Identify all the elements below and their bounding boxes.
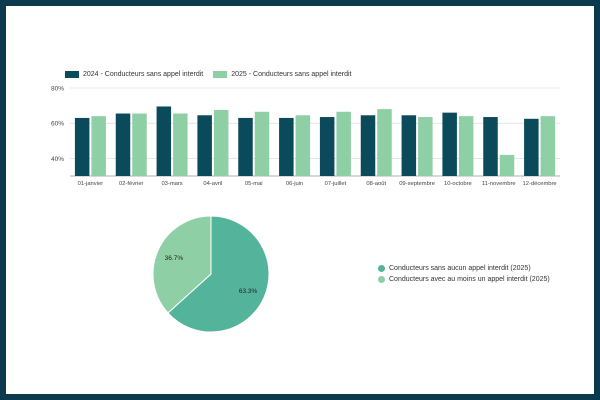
legend-label-2025: 2025 - Conducteurs sans appel interdit <box>231 71 352 78</box>
bar-2024-6 <box>279 117 294 176</box>
x-tick-label-1: 01-janvier <box>78 181 104 187</box>
bar-2024-11 <box>483 117 498 176</box>
x-tick-label-5: 05-mai <box>245 181 263 187</box>
bar-2024-12 <box>524 118 539 176</box>
pie-legend-label-sans: Conducteurs sans aucun appel interdit (2… <box>389 265 531 272</box>
bar-2025-3 <box>173 113 188 176</box>
bar-2025-9 <box>418 117 433 176</box>
chart-frame <box>6 6 594 394</box>
pie-legend-label-avec: Conducteurs avec au moins un appel inter… <box>389 276 550 283</box>
pie-slice-avec-appel <box>152 215 212 314</box>
legend-item-2025[interactable]: 2025 - Conducteurs sans appel interdit <box>213 71 352 78</box>
bar-2025-5 <box>254 111 270 176</box>
bar-2024-7 <box>319 117 335 176</box>
pie-label-sans-appel: 63.3% <box>239 288 258 295</box>
y-tick-label-60: 60% <box>51 121 64 128</box>
bar-2025-12 <box>540 116 556 176</box>
bar-2024-3 <box>156 106 172 176</box>
pie-label-avec-appel: 36.7% <box>165 255 184 262</box>
bar-2025-6 <box>295 115 311 176</box>
bar-2024-1 <box>74 117 90 176</box>
pie-slice-sans-appel <box>167 215 270 333</box>
legend-swatch-2025 <box>213 71 228 78</box>
bar-legend: 2024 - Conducteurs sans appel interdit 2… <box>65 71 352 78</box>
y-tick-label-80: 80% <box>51 86 64 93</box>
x-tick-label-8: 08-août <box>366 181 386 187</box>
x-tick-label-2: 02-février <box>119 181 144 187</box>
x-tick-label-11: 11-novembre <box>482 181 516 187</box>
pie-legend: Conducteurs sans aucun appel interdit (2… <box>378 265 550 287</box>
x-tick-label-3: 03-mars <box>161 181 182 187</box>
bar-2025-4 <box>213 110 229 176</box>
legend-item-2024[interactable]: 2024 - Conducteurs sans appel interdit <box>65 71 203 78</box>
bar-2024-8 <box>360 115 376 176</box>
x-tick-label-6: 06-juin <box>286 181 303 187</box>
x-tick-label-7: 07-juillet <box>325 181 347 187</box>
bar-2025-10 <box>458 116 474 176</box>
pie-legend-item-avec[interactable]: Conducteurs avec au moins un appel inter… <box>378 276 550 283</box>
x-tick-label-12: 12-décembre <box>523 181 557 187</box>
bar-2024-2 <box>115 113 131 176</box>
bar-2025-1 <box>91 116 106 176</box>
pie-legend-item-sans[interactable]: Conducteurs sans aucun appel interdit (2… <box>378 265 550 272</box>
x-tick-label-9: 09-septembre <box>399 181 435 187</box>
bar-2025-11 <box>499 154 515 176</box>
bar-2025-7 <box>336 111 351 176</box>
legend-swatch-2024 <box>65 71 79 78</box>
bar-2024-9 <box>401 115 417 176</box>
bar-2024-5 <box>238 117 253 176</box>
bar-2025-8 <box>377 109 392 176</box>
x-tick-label-4: 04-avril <box>203 181 222 187</box>
legend-label-2024: 2024 - Conducteurs sans appel interdit <box>83 71 204 78</box>
pie-legend-dot-avec <box>378 276 385 283</box>
x-tick-label-10: 10-octobre <box>444 181 472 187</box>
bar-2024-10 <box>442 112 457 176</box>
y-tick-label-40: 40% <box>51 156 64 163</box>
bar-2024-4 <box>197 115 212 176</box>
bar-2025-2 <box>132 113 147 176</box>
pie-legend-dot-sans <box>378 265 385 272</box>
